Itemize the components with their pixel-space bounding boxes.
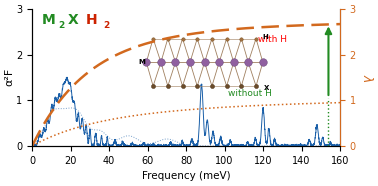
Text: 2: 2 bbox=[58, 21, 65, 30]
Text: with H: with H bbox=[259, 34, 287, 44]
Text: H: H bbox=[86, 13, 98, 27]
Text: 2: 2 bbox=[103, 21, 109, 30]
Text: X: X bbox=[68, 13, 78, 27]
Y-axis label: λ: λ bbox=[360, 74, 373, 81]
Text: without H: without H bbox=[228, 89, 271, 98]
X-axis label: Frequency (meV): Frequency (meV) bbox=[142, 171, 231, 181]
Text: M: M bbox=[42, 13, 55, 27]
Y-axis label: α²F: α²F bbox=[5, 68, 15, 86]
